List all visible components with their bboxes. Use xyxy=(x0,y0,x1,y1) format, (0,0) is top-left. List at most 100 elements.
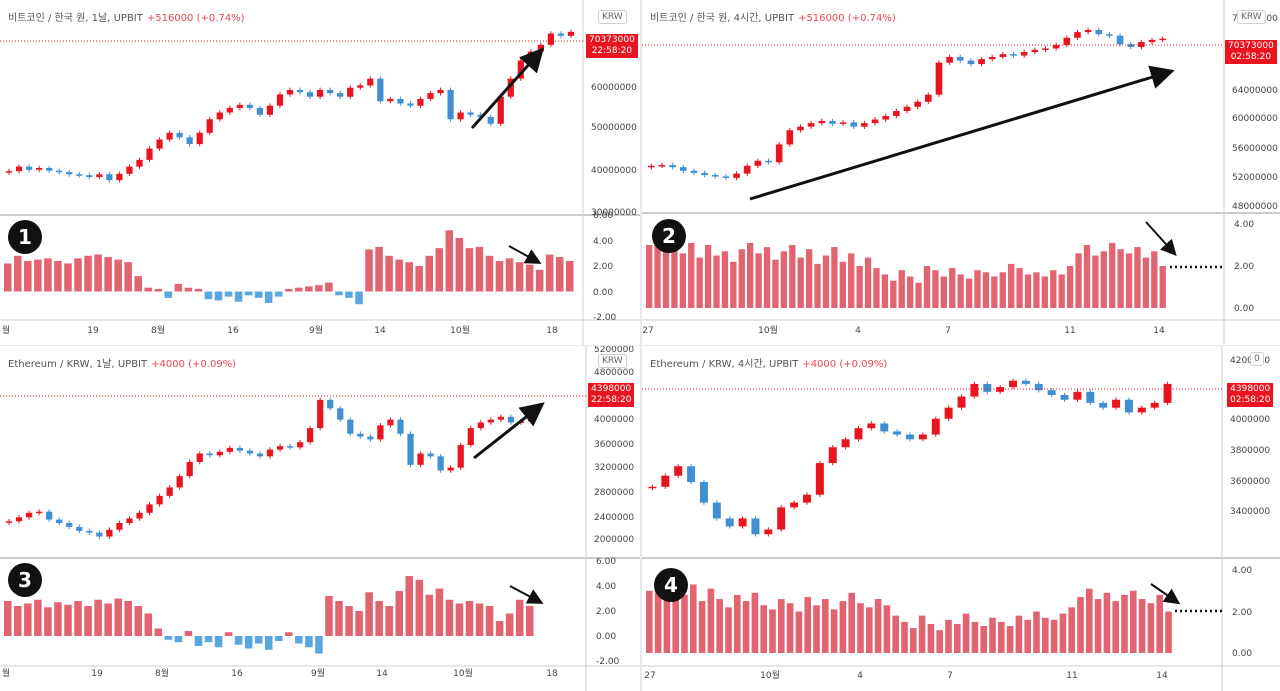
candle-up xyxy=(1074,32,1081,38)
oscillator-bar xyxy=(954,623,961,653)
oscillator-bar xyxy=(495,621,504,636)
oscillator-bar xyxy=(1083,245,1091,308)
price-tick-label: 64000000 xyxy=(1232,86,1278,96)
candle-up xyxy=(297,442,304,448)
candle-up xyxy=(5,171,13,173)
chart-title: Ethereum / KRW, 4시간, UPBIT +4000 (+0.09%) xyxy=(650,359,888,370)
oscillator-bar xyxy=(405,262,413,292)
candle-down xyxy=(956,56,964,61)
osc-tick-label: 6.00 xyxy=(596,557,616,567)
time-tick-label: 27 xyxy=(642,326,653,336)
oscillator-bar xyxy=(789,245,796,308)
candle-up xyxy=(925,94,932,102)
oscillator-bar xyxy=(54,602,62,636)
candle-down xyxy=(66,522,73,527)
candle-up xyxy=(196,453,203,462)
currency-button[interactable]: 0 xyxy=(1250,352,1264,366)
candle-up xyxy=(36,167,43,170)
oscillator-bar xyxy=(144,613,153,636)
candle-up xyxy=(387,98,394,102)
oscillator-bar xyxy=(974,270,981,308)
oscillator-bar xyxy=(395,591,403,636)
oscillator-arrow xyxy=(508,245,542,264)
chart-title: 비트코인 / 한국 원, 4시간, UPBIT +516000 (+0.74%) xyxy=(650,13,896,24)
oscillator-bar xyxy=(654,240,661,308)
candle-down xyxy=(296,89,304,93)
candle-up xyxy=(25,512,33,518)
candle-up xyxy=(457,445,464,468)
candle-up xyxy=(931,418,940,435)
oscillator-bar xyxy=(4,601,12,636)
time-tick-label: 16 xyxy=(227,326,239,336)
osc-tick-label: 6.00 xyxy=(593,211,613,221)
candle-up xyxy=(1063,37,1071,45)
oscillator-bar xyxy=(962,613,970,653)
oscillator-bar xyxy=(74,258,82,292)
time-tick-label: 10월 xyxy=(758,324,778,336)
oscillator-bar xyxy=(565,260,574,292)
candle-down xyxy=(397,98,404,104)
candle-down xyxy=(850,122,858,127)
oscillator-bar xyxy=(883,605,891,653)
oscillator-bar xyxy=(64,604,72,636)
oscillator-bar xyxy=(405,576,414,636)
oscillator-bar xyxy=(164,291,173,298)
candle-down xyxy=(983,383,992,392)
candle-down xyxy=(437,456,444,471)
oscillator-bar xyxy=(284,288,293,292)
price-tick-label: 2000000 xyxy=(594,535,634,545)
time-tick-label: 14 xyxy=(376,669,388,679)
oscillator-bar xyxy=(1134,247,1141,308)
oscillator-bar xyxy=(989,617,996,653)
candle-up xyxy=(775,144,783,163)
currency-button[interactable]: KRW xyxy=(598,10,627,24)
trend-arrow xyxy=(473,402,545,460)
osc-tick-label: -2.00 xyxy=(593,313,617,323)
oscillator-bar xyxy=(254,291,263,298)
oscillator-bar xyxy=(34,259,42,292)
oscillator-bar xyxy=(755,253,762,308)
osc-tick-label: 4.00 xyxy=(596,582,616,592)
oscillator-bar xyxy=(144,287,153,292)
price-tick-label: 3200000 xyxy=(594,463,634,473)
candle-down xyxy=(1034,383,1043,391)
currency-button[interactable]: KRW xyxy=(1237,10,1266,24)
oscillator-bar xyxy=(114,259,122,292)
oscillator-bar xyxy=(957,274,964,308)
oscillator-bar xyxy=(54,260,62,292)
oscillator-bar xyxy=(698,601,706,653)
oscillator-bar xyxy=(475,246,484,292)
candle-down xyxy=(1047,390,1056,395)
candle-up xyxy=(1138,42,1145,48)
oscillator-bar xyxy=(325,282,333,292)
candle-down xyxy=(337,93,344,97)
currency-button[interactable]: KRW xyxy=(598,354,627,368)
candle-down xyxy=(96,532,103,537)
oscillator-bar xyxy=(751,592,759,653)
oscillator-bar xyxy=(786,603,794,653)
osc-tick-label: 2.00 xyxy=(1234,262,1254,272)
oscillator-bar xyxy=(901,621,908,653)
candle-up xyxy=(996,387,1005,392)
candle-down xyxy=(407,433,414,465)
candle-down xyxy=(507,416,515,423)
oscillator-bar xyxy=(991,276,998,308)
candle-down xyxy=(1021,380,1030,384)
candle-up xyxy=(882,116,889,120)
oscillator-bar xyxy=(923,266,931,308)
price-tick-label: 60000000 xyxy=(1232,114,1278,124)
oscillator-bar xyxy=(704,245,712,308)
oscillator-bar xyxy=(672,578,679,653)
oscillator-bar xyxy=(445,599,454,636)
candle-up xyxy=(226,447,233,452)
candle-down xyxy=(327,399,334,409)
oscillator-bar xyxy=(980,626,987,653)
candle-up xyxy=(457,112,464,120)
oscillator-bar xyxy=(295,636,303,644)
candle-down xyxy=(327,89,334,94)
price-tick-label: 3600000 xyxy=(1230,477,1270,487)
oscillator-bar xyxy=(910,628,917,653)
oscillator-bar xyxy=(721,251,729,308)
oscillator-bar xyxy=(915,282,922,308)
oscillator-bar xyxy=(134,276,142,292)
